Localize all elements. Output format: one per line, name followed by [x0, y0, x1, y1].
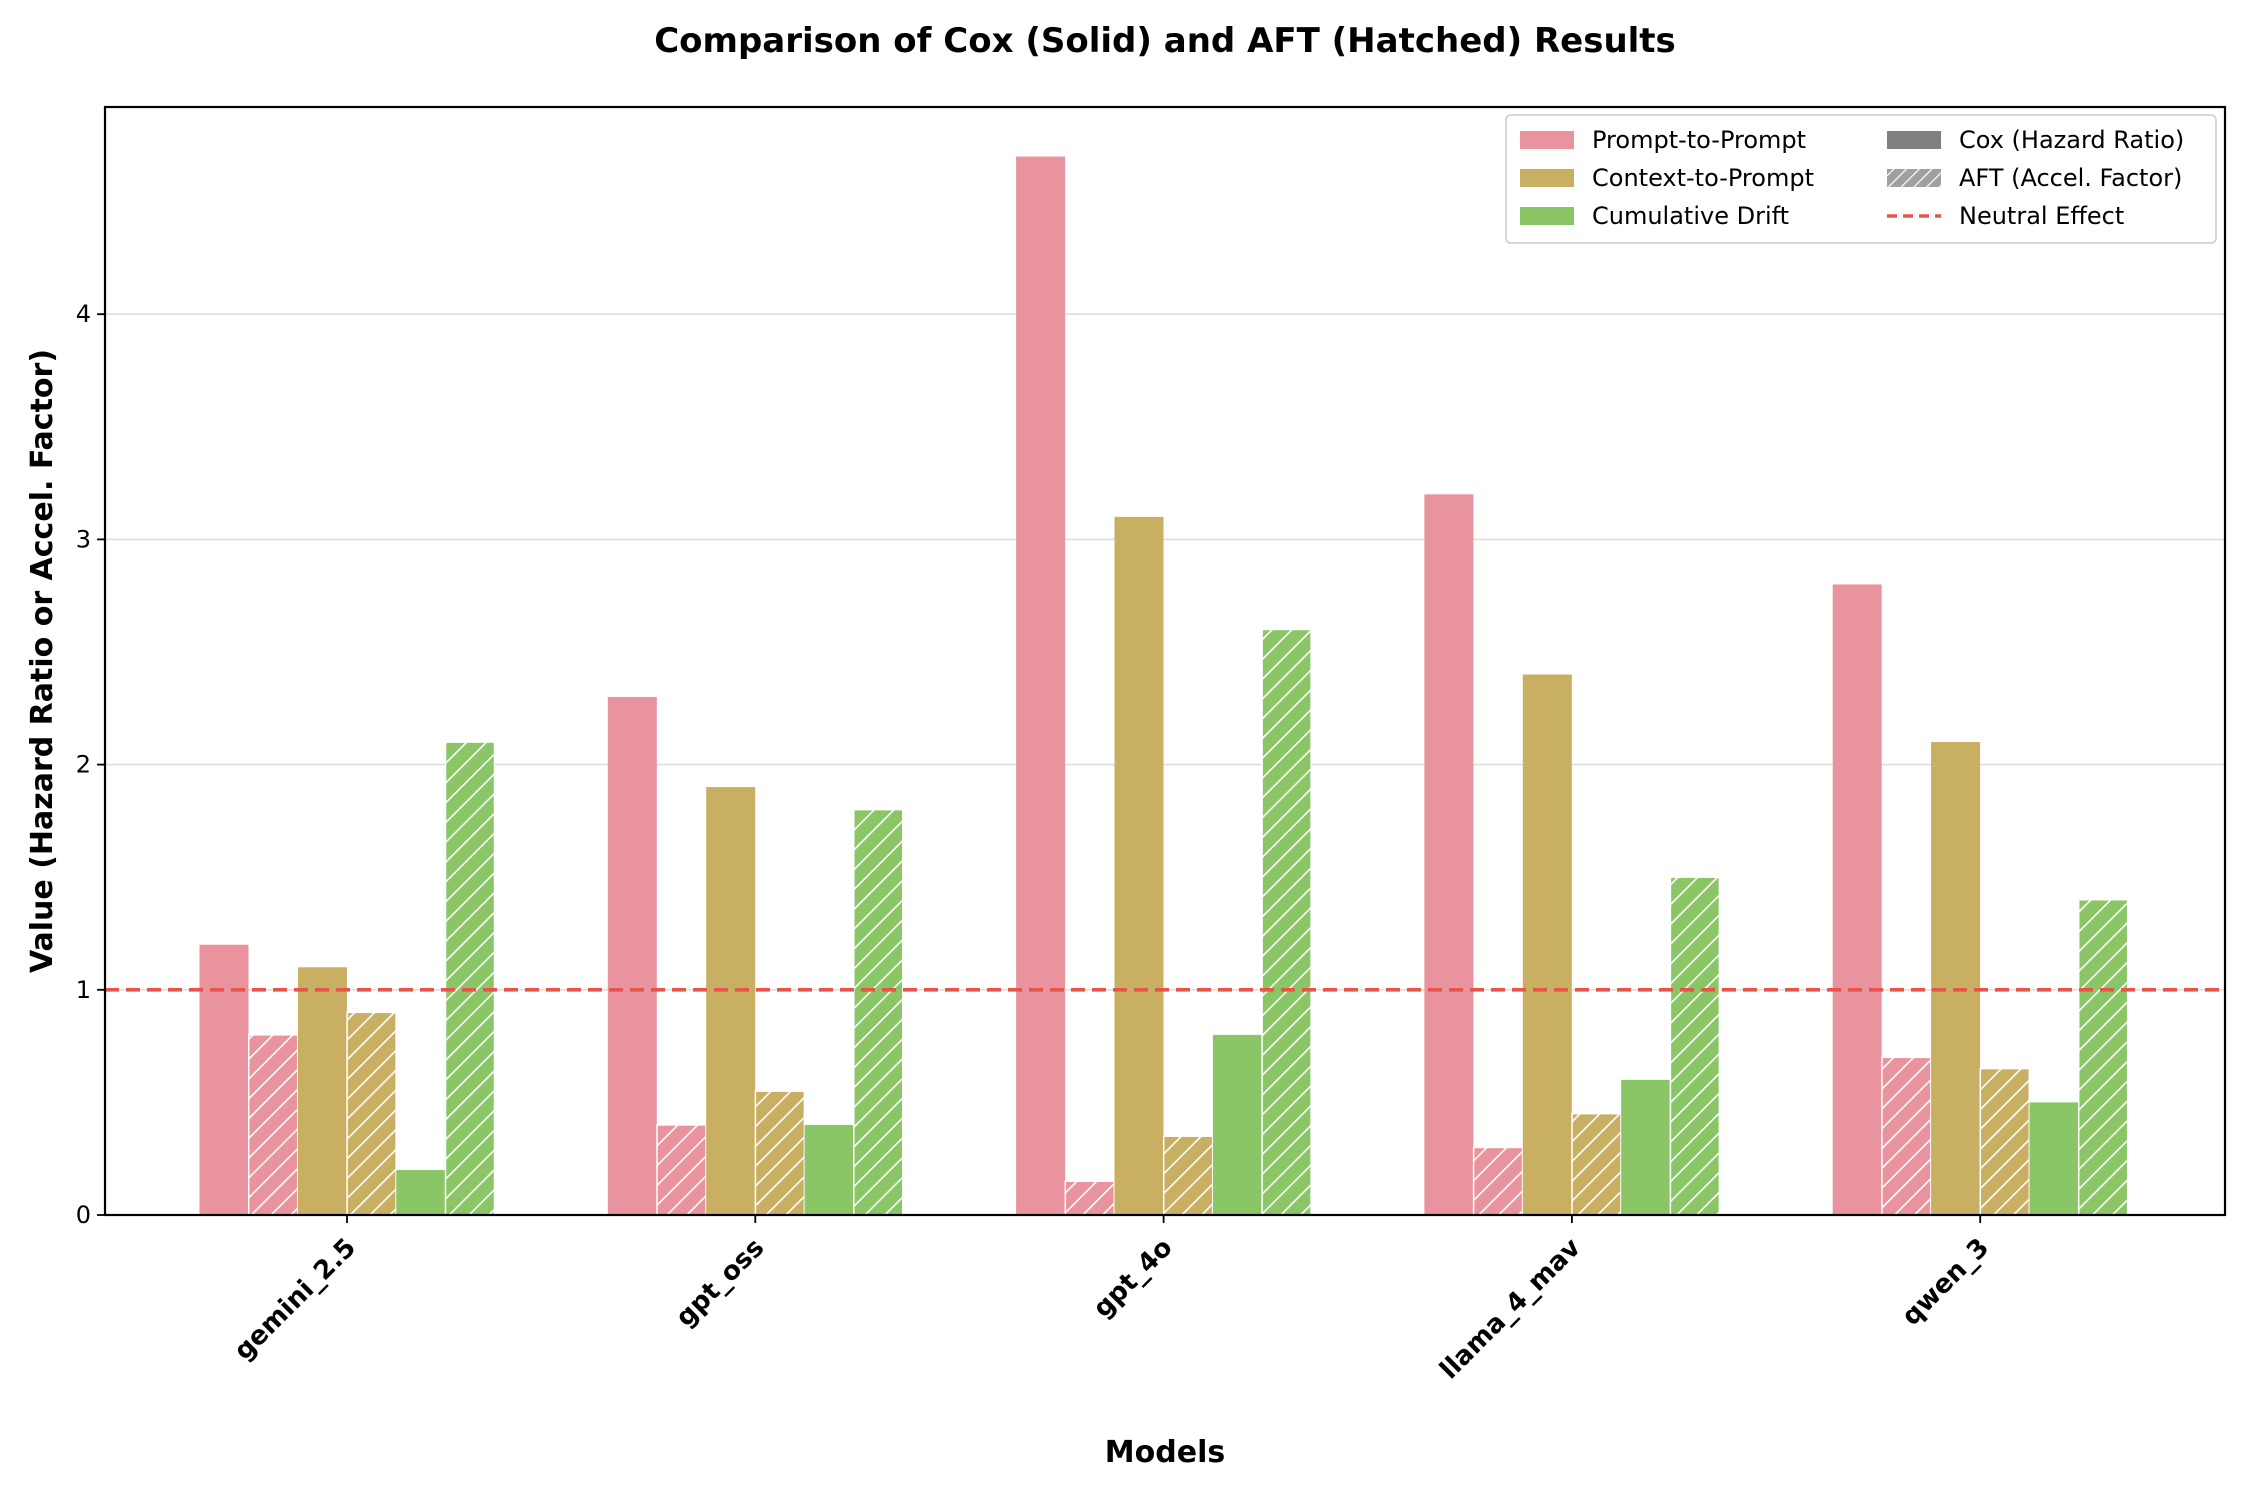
legend: Prompt-to-Prompt Cox (Hazard Ratio) Contex… [1505, 114, 2217, 244]
bar-llama-4-mav-context-to-prompt-cox [1522, 674, 1572, 1215]
bar-gpt-4o-cumulative-drift-aft-hatch [1261, 628, 1312, 1215]
bar-qwen-3-prompt-to-prompt-cox [1832, 584, 1882, 1215]
bar-gpt-oss-prompt-to-prompt-aft-hatch [656, 1124, 707, 1215]
legend-cumulative-drift-label: Cumulative Drift [1592, 202, 1789, 230]
y-axis: 0 1 2 3 4 [76, 300, 105, 1229]
x-axis-label: Models [1105, 1435, 1225, 1470]
legend-cox-hazard-ratio-swatch [1887, 131, 1941, 149]
bar-gpt-4o-prompt-to-prompt-aft-hatch [1064, 1180, 1116, 1215]
bar-gemini-2-5-cumulative-drift-aft-hatch [444, 741, 496, 1215]
legend-cumulative-drift-swatch [1520, 207, 1574, 225]
bar-gemini-2-5-context-to-prompt-aft-hatch [346, 1011, 397, 1215]
bar-llama-4-mav-context-to-prompt-aft-hatch [1571, 1112, 1622, 1215]
bar-qwen-3-cumulative-drift-cox [2029, 1102, 2079, 1215]
bar-gpt-oss-cumulative-drift-aft-hatch [853, 808, 904, 1215]
x-tick-label: gpt_oss [670, 1233, 770, 1333]
y-tick-label: 1 [76, 976, 91, 1004]
x-axis: gemini_2.5 gpt_oss gpt_4o llama_4_mav qwen_3 [228, 1215, 1995, 1385]
bar-gpt-oss-context-to-prompt-aft-hatch [754, 1090, 806, 1215]
bar-qwen-3-context-to-prompt-cox [1931, 742, 1981, 1215]
legend-box [1505, 114, 2217, 244]
legend-aft-accel-factor-label: AFT (Accel. Factor) [1959, 164, 2182, 192]
gridlines [105, 313, 2225, 991]
legend-context-to-prompt-swatch [1520, 169, 1574, 187]
bar-gpt-oss-prompt-to-prompt-cox [607, 697, 657, 1215]
bar-gpt-oss-cumulative-drift-cox [804, 1124, 854, 1215]
bar-gpt-oss-context-to-prompt-cox [706, 787, 756, 1215]
bar-gemini-2-5-prompt-to-prompt-aft-hatch [247, 1034, 299, 1215]
x-tick-label: qwen_3 [1896, 1233, 1995, 1332]
bar-qwen-3-context-to-prompt-aft-hatch [1979, 1067, 2031, 1215]
y-tick-label: 4 [76, 300, 91, 328]
y-tick-label: 2 [76, 751, 91, 779]
plot-frame [103, 105, 2227, 1217]
legend-cox-hazard-ratio-label: Cox (Hazard Ratio) [1959, 126, 2184, 154]
bar-gpt-4o-context-to-prompt-cox [1114, 516, 1164, 1215]
bar-gemini-2-5-prompt-to-prompt-cox [199, 944, 249, 1215]
bar-gemini-2-5-context-to-prompt-cox [297, 967, 347, 1215]
legend-neutral-effect-label: Neutral Effect [1959, 202, 2124, 230]
legend-context-to-prompt-label: Context-to-Prompt [1592, 164, 1814, 192]
y-tick-label: 3 [76, 525, 91, 553]
bar-qwen-3-prompt-to-prompt-aft-hatch [1881, 1056, 1932, 1215]
bar-gpt-4o-prompt-to-prompt-cox [1016, 156, 1066, 1215]
bar-gpt-4o-cumulative-drift-cox [1212, 1034, 1262, 1215]
y-tick-label: 0 [76, 1201, 91, 1229]
y-axis-label: Value (Hazard Ratio or Accel. Factor) [25, 349, 60, 973]
x-tick-label: gpt_4o [1088, 1233, 1179, 1324]
bar-qwen-3-cumulative-drift-aft-hatch [2077, 898, 2129, 1215]
chart-title: Comparison of Cox (Solid) and AFT (Hatch… [654, 21, 1676, 61]
x-tick-label: llama_4_mav [1434, 1233, 1587, 1386]
bar-llama-4-mav-prompt-to-prompt-aft-hatch [1472, 1146, 1524, 1215]
bar-gemini-2-5-cumulative-drift-cox [396, 1169, 446, 1215]
legend-aft-accel-factor-swatch-hatch [1887, 169, 1941, 187]
legend-prompt-to-prompt-swatch [1520, 131, 1574, 149]
bar-gpt-4o-context-to-prompt-aft-hatch [1162, 1135, 1214, 1215]
bar-llama-4-mav-cumulative-drift-aft-hatch [1669, 876, 1721, 1215]
legend-prompt-to-prompt-label: Prompt-to-Prompt [1592, 126, 1806, 154]
bar-llama-4-mav-cumulative-drift-cox [1621, 1079, 1671, 1215]
x-tick-label: gemini_2.5 [228, 1233, 361, 1366]
bar-llama-4-mav-prompt-to-prompt-cox [1424, 494, 1474, 1215]
bars [199, 156, 2129, 1215]
